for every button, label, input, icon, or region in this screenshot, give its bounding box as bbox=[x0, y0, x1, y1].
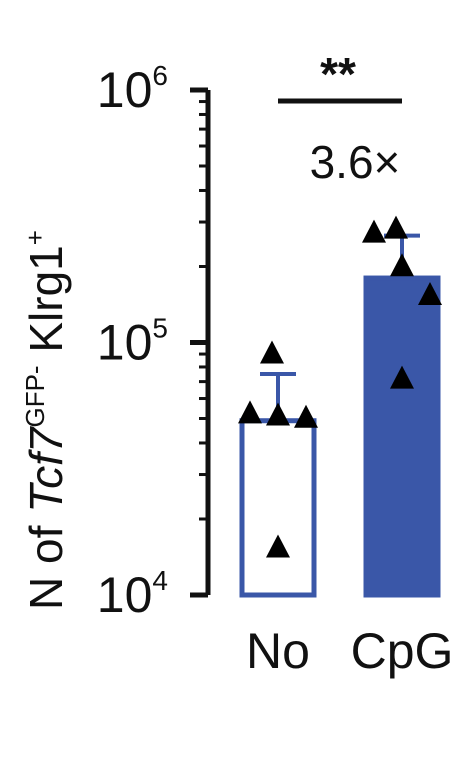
data-points bbox=[238, 215, 442, 558]
y-label-marker: Klrg1 bbox=[20, 245, 72, 365]
significance-marker: ** bbox=[320, 48, 356, 100]
category-label-no: No bbox=[246, 623, 310, 679]
data-point bbox=[260, 340, 284, 364]
data-point bbox=[390, 365, 414, 389]
y-axis-label: N of Tcf7GFP- Klrg1+ bbox=[20, 230, 72, 610]
data-point bbox=[418, 282, 442, 306]
y-tick-label: 105 bbox=[97, 313, 168, 371]
y-label-gene: Tcf7 bbox=[20, 426, 72, 513]
y-label-gene-sup: GFP- bbox=[20, 365, 50, 427]
data-point bbox=[238, 400, 262, 424]
y-label-prefix: N of bbox=[20, 513, 72, 610]
fold-change-label: 3.6× bbox=[310, 136, 401, 188]
y-axis: 104 105 106 bbox=[97, 60, 211, 623]
data-point bbox=[294, 404, 318, 428]
data-point bbox=[266, 402, 290, 426]
data-point bbox=[384, 215, 408, 239]
data-point bbox=[390, 253, 414, 277]
y-tick-label: 106 bbox=[97, 60, 168, 118]
data-point bbox=[266, 534, 290, 558]
bar-no bbox=[239, 418, 317, 598]
y-tick-label: 104 bbox=[97, 565, 168, 623]
bar-cpg bbox=[363, 275, 441, 598]
y-label-marker-sup: + bbox=[20, 230, 50, 245]
data-point bbox=[362, 219, 386, 243]
category-label-cpg: CpG bbox=[351, 623, 454, 679]
bars bbox=[239, 233, 441, 598]
